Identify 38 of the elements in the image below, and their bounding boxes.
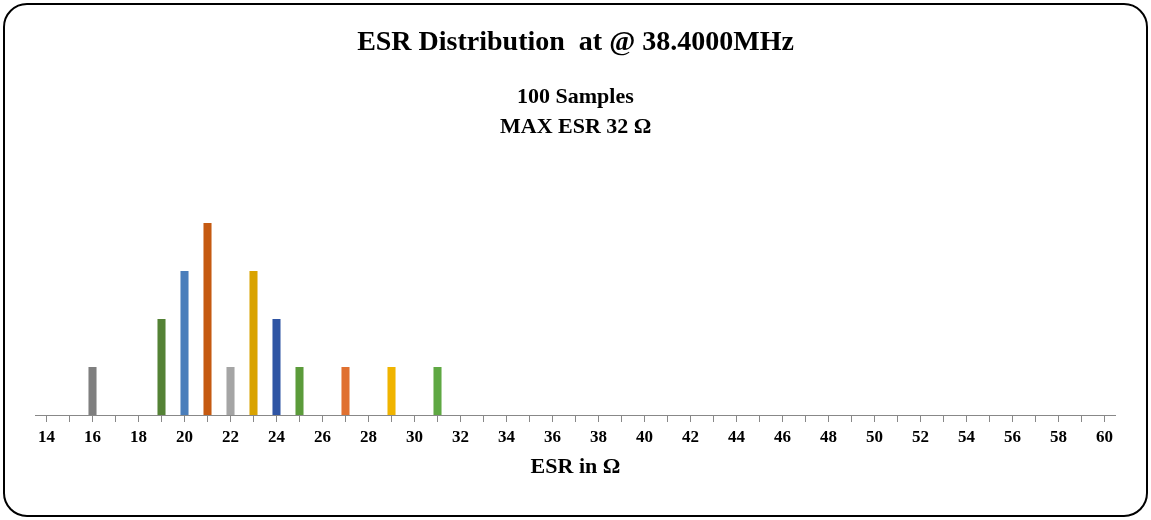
x-tick-label: 52 (912, 427, 929, 447)
x-tick-label: 36 (544, 427, 561, 447)
bar (295, 367, 304, 415)
x-tick-label: 50 (866, 427, 883, 447)
bar (272, 319, 281, 415)
bar (387, 367, 396, 415)
chart-subtitle: 100 Samples (517, 83, 635, 108)
chart-title: ESR Distribution at @ 38.4000MHz (357, 25, 794, 57)
bar (180, 271, 189, 415)
x-tick-label: 40 (636, 427, 653, 447)
x-tick-label: 56 (1004, 427, 1021, 447)
x-tick-label: 32 (452, 427, 469, 447)
x-tick-label: 14 (38, 427, 56, 447)
bar (249, 271, 258, 415)
x-tick-label: 16 (84, 427, 101, 447)
bar (341, 367, 350, 415)
x-tick-label: 18 (130, 427, 147, 447)
x-tick-label: 22 (222, 427, 239, 447)
x-tick-label: 46 (774, 427, 791, 447)
x-tick-label: 48 (820, 427, 837, 447)
x-tick-label: 38 (590, 427, 607, 447)
x-tick-label: 54 (958, 427, 976, 447)
x-tick-label: 30 (406, 427, 423, 447)
x-tick-label: 26 (314, 427, 331, 447)
x-tick-label: 58 (1050, 427, 1067, 447)
x-tick-label: 42 (682, 427, 699, 447)
x-tick-label: 34 (498, 427, 516, 447)
x-tick-label: 20 (176, 427, 193, 447)
x-tick-label: 24 (268, 427, 286, 447)
bar (433, 367, 442, 415)
x-axis-title: ESR in Ω (530, 453, 621, 479)
x-tick-label: 60 (1096, 427, 1113, 447)
bar (226, 367, 235, 415)
x-tick-label: 44 (728, 427, 746, 447)
x-tick-label: 28 (360, 427, 377, 447)
bar (203, 223, 212, 415)
bar (157, 319, 166, 415)
text: MAX ESR 32 Ω (500, 113, 652, 138)
